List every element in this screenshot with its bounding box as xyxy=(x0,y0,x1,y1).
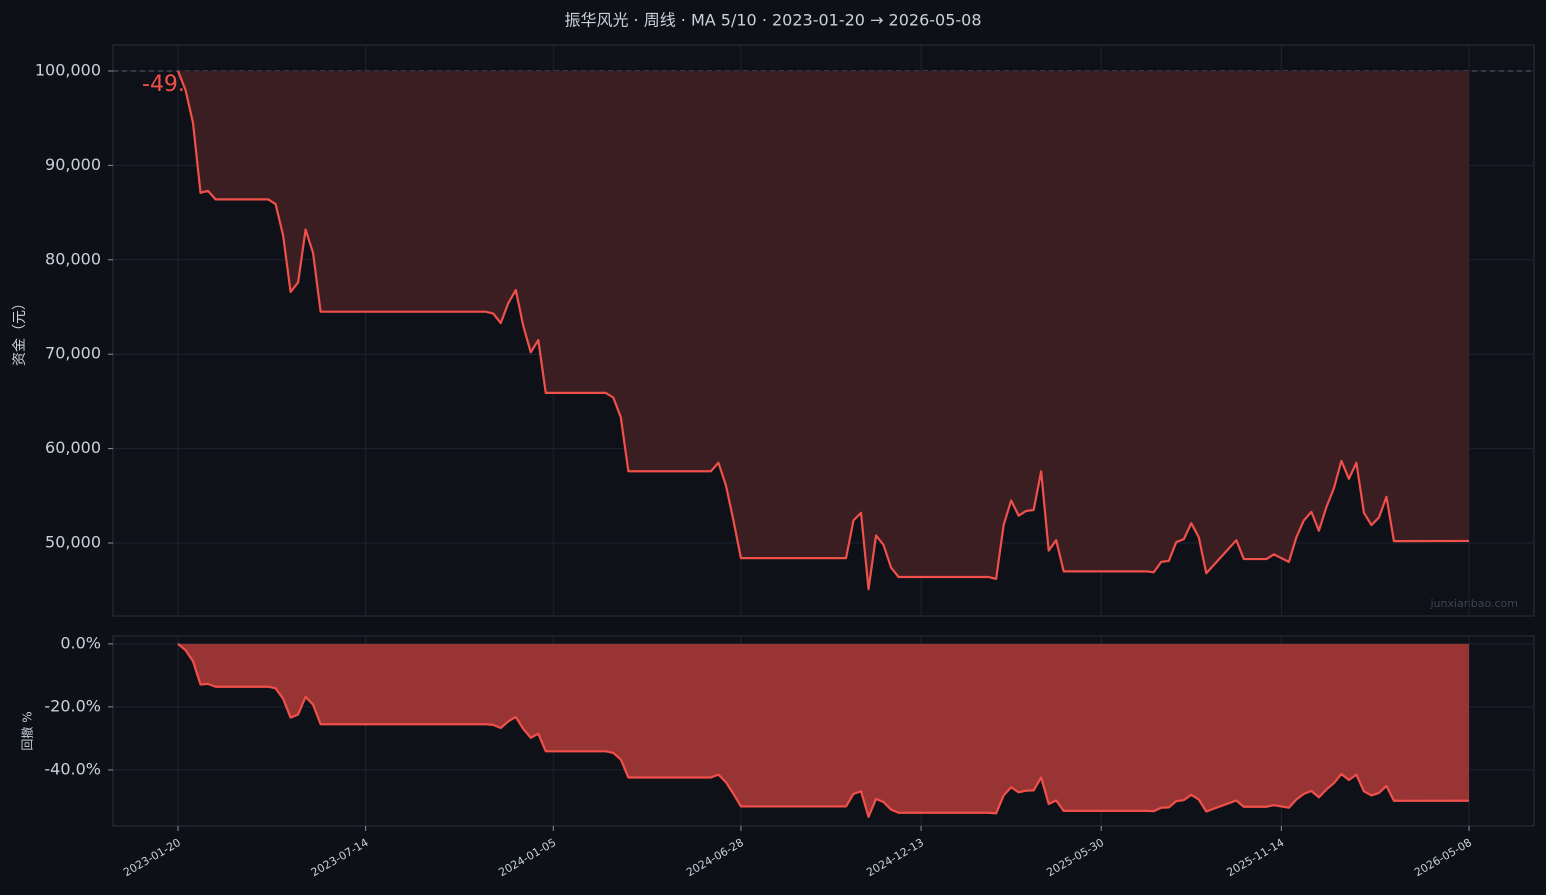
y-axis-label: 回撤 % xyxy=(20,711,35,750)
y-tick-label: 90,000 xyxy=(45,155,101,174)
watermark: junxianbao.com xyxy=(1429,597,1518,610)
area-fill xyxy=(178,643,1469,817)
y-tick-label: -40.0% xyxy=(44,759,101,778)
chart-title: 振华风光 · 周线 · MA 5/10 · 2023-01-20 → 2026-… xyxy=(564,11,981,30)
y-tick-label: 50,000 xyxy=(45,533,101,552)
area-fill xyxy=(178,70,1469,590)
y-tick-label: 60,000 xyxy=(45,438,101,457)
y-tick-label: 0.0% xyxy=(60,633,101,652)
y-axis-label: 资金（元） xyxy=(12,296,28,366)
y-tick-label: 80,000 xyxy=(45,249,101,268)
y-tick-label: -20.0% xyxy=(44,696,101,715)
y-tick-label: 70,000 xyxy=(45,344,101,363)
y-tick-label: 100,000 xyxy=(35,60,101,79)
line xyxy=(176,70,1470,591)
line xyxy=(177,643,1470,818)
